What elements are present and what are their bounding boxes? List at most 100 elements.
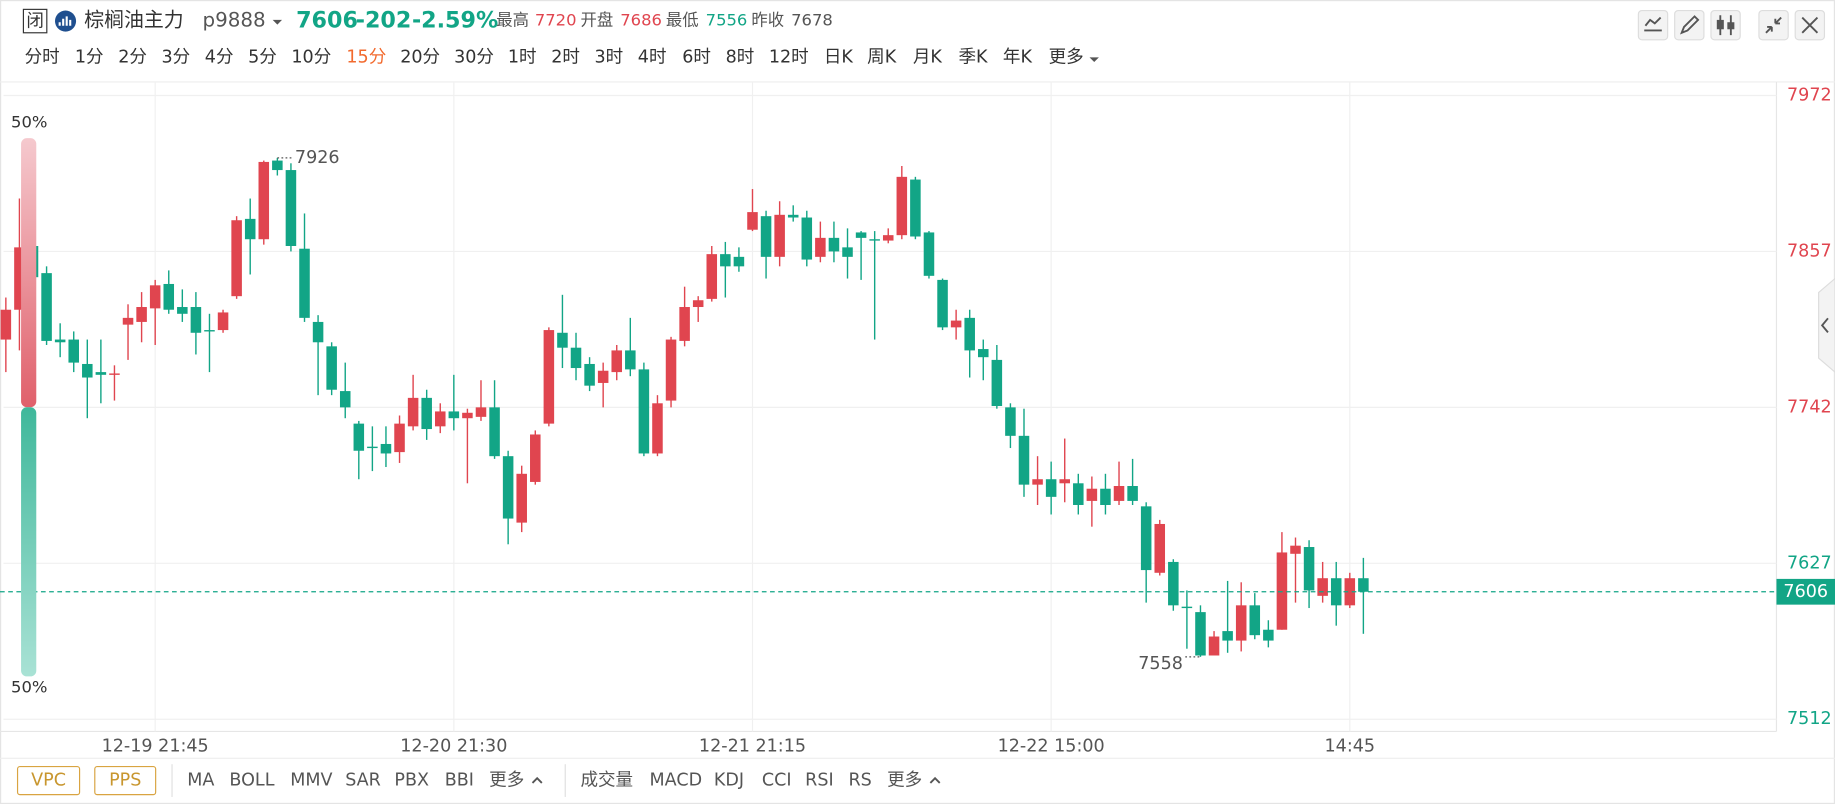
candle-body xyxy=(339,391,351,408)
indicator-chip[interactable] xyxy=(16,765,81,796)
overlay-indicator[interactable]: SAR xyxy=(345,771,381,791)
candle-body xyxy=(1303,547,1315,591)
period-more-caret[interactable] xyxy=(1089,57,1099,63)
last-price: 7606 xyxy=(296,8,358,34)
candle-body xyxy=(272,160,283,171)
candle-body xyxy=(95,372,107,375)
candle-body xyxy=(638,369,650,454)
candle-body xyxy=(1235,605,1247,641)
period-tab[interactable]: 1分 xyxy=(75,47,104,67)
candle-body xyxy=(1181,606,1193,609)
more-caret[interactable] xyxy=(531,776,543,784)
period-tab[interactable]: 1时 xyxy=(508,47,537,67)
candle-body xyxy=(692,300,704,308)
period-tab[interactable]: 3分 xyxy=(161,47,190,67)
subchart-indicator[interactable]: KDJ xyxy=(714,771,744,791)
candle-body xyxy=(367,446,378,449)
min-marker: 7558 xyxy=(1138,654,1183,674)
candle-body xyxy=(299,248,310,318)
period-tab[interactable]: 12时 xyxy=(769,47,809,67)
candle-body xyxy=(1018,435,1030,485)
overlay-indicator[interactable]: BOLL xyxy=(229,771,274,791)
symbol-code[interactable]: p9888 xyxy=(202,9,265,32)
subchart-indicator[interactable]: 更多 xyxy=(887,771,922,791)
period-tab[interactable]: 分时 xyxy=(25,47,60,67)
candle-body xyxy=(937,279,948,328)
candle-body xyxy=(896,176,908,236)
overlay-indicator[interactable]: MMV xyxy=(290,771,332,791)
draw-button[interactable] xyxy=(1674,9,1705,41)
period-tab[interactable]: 周K xyxy=(867,47,897,67)
candle-body xyxy=(149,285,161,309)
subchart-indicator[interactable]: MACD xyxy=(650,771,703,791)
shrink-button[interactable] xyxy=(1758,9,1789,41)
candle-body xyxy=(720,254,731,267)
period-tab[interactable]: 5分 xyxy=(248,47,277,67)
period-tab[interactable]: 更多 xyxy=(1049,47,1084,67)
candle-body xyxy=(1358,578,1369,592)
period-tab[interactable]: 季K xyxy=(958,47,988,67)
indicator-button[interactable] xyxy=(1637,9,1669,41)
period-tab[interactable]: 日K xyxy=(824,47,854,67)
period-tab[interactable]: 年K xyxy=(1003,47,1033,67)
more-caret[interactable] xyxy=(929,776,941,784)
candle-body xyxy=(747,212,758,230)
period-tab[interactable]: 8时 xyxy=(726,47,755,67)
period-tab[interactable]: 4分 xyxy=(205,47,234,67)
candle-body xyxy=(855,232,867,238)
candle-body xyxy=(611,350,623,373)
candle-body xyxy=(407,397,419,427)
stat-label: 开盘 xyxy=(580,11,613,30)
candle-body xyxy=(380,443,392,454)
candle-body xyxy=(869,239,880,241)
subchart-indicator[interactable]: 成交量 xyxy=(580,771,633,791)
overlay-indicator[interactable]: 更多 xyxy=(489,771,524,791)
period-tab[interactable]: 3时 xyxy=(595,47,624,67)
candle-body xyxy=(950,320,962,328)
period-tab[interactable]: 4时 xyxy=(638,47,667,67)
chart-type-button[interactable] xyxy=(1710,9,1741,41)
overlay-indicator[interactable]: BBI xyxy=(445,771,474,791)
candle-body xyxy=(136,307,147,322)
icon xyxy=(1727,22,1735,30)
candle-body xyxy=(665,339,677,401)
stat-value: 7686 xyxy=(620,11,662,30)
stat-label: 最高 xyxy=(496,11,529,30)
period-tab[interactable]: 15分 xyxy=(346,47,386,67)
period-tab[interactable]: 2分 xyxy=(118,47,147,67)
candle-body xyxy=(1208,636,1220,656)
period-tab[interactable]: 30分 xyxy=(454,47,494,67)
candle-body xyxy=(1005,407,1016,436)
candle-body xyxy=(801,217,813,260)
overlay-indicator[interactable]: MA xyxy=(187,771,214,791)
period-tab[interactable]: 月K xyxy=(913,47,943,67)
subchart-indicator[interactable]: RS xyxy=(848,771,871,791)
candle-body xyxy=(1059,479,1070,484)
candle-body xyxy=(964,317,975,351)
period-tab[interactable]: 2时 xyxy=(551,47,580,67)
period-tab[interactable]: 10分 xyxy=(291,47,331,67)
candle-body xyxy=(1032,479,1043,485)
icon xyxy=(1801,16,1819,34)
candle-body xyxy=(109,373,120,375)
candle-body xyxy=(1263,629,1274,641)
symbol-icon xyxy=(55,10,77,32)
symbol-dropdown[interactable] xyxy=(272,19,283,25)
icon xyxy=(1765,16,1782,34)
icon xyxy=(1820,317,1829,333)
candle-body xyxy=(204,330,215,332)
candle-body xyxy=(326,346,337,390)
symbol-name[interactable]: 棕榈油主力 xyxy=(84,9,183,32)
subchart-indicator[interactable]: RSI xyxy=(805,771,834,791)
candle-body xyxy=(978,349,989,358)
subchart-indicator[interactable]: CCI xyxy=(762,771,792,791)
indicator-chip[interactable] xyxy=(94,765,157,796)
side-panel-toggle[interactable] xyxy=(1818,277,1835,373)
period-tab[interactable]: 20分 xyxy=(400,47,440,67)
overlay-indicator[interactable]: PBX xyxy=(394,771,429,791)
y-tick-label: 7972 xyxy=(1787,85,1832,105)
period-tab[interactable]: 6时 xyxy=(682,47,711,67)
candle-body xyxy=(543,330,555,424)
